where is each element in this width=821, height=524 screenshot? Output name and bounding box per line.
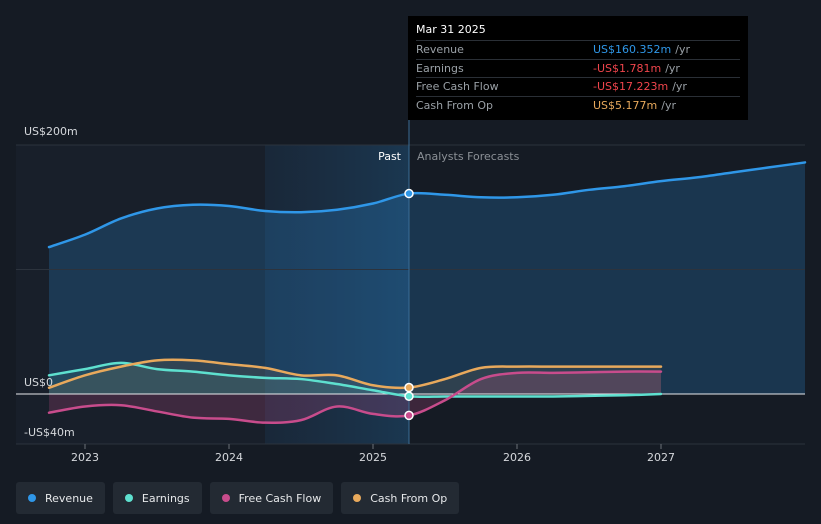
forecast-label: Analysts Forecasts	[417, 150, 520, 163]
tooltip: Mar 31 2025 Revenue US$160.352m /yr Earn…	[408, 16, 748, 120]
y-label-bottom: -US$40m	[24, 426, 75, 439]
legend-item-cash-from-op[interactable]: Cash From Op	[341, 482, 460, 514]
legend-dot-icon	[221, 494, 230, 502]
free-cash-flow-marker	[404, 410, 414, 421]
tooltip-label: Cash From Op	[416, 98, 494, 112]
revenue-line	[47, 161, 807, 249]
tooltip-unit: /yr	[672, 80, 687, 94]
tooltip-row-free-cash-flow: Free Cash Flow -US$17.223m /yr	[416, 77, 740, 96]
tooltip-value: -US$17.223m	[593, 80, 669, 94]
x-tick-label: 2025	[359, 451, 387, 464]
y-label-zero: US$0	[24, 376, 53, 389]
revenue-area	[49, 162, 805, 394]
x-tick-label: 2023	[71, 451, 99, 464]
tooltip-label: Revenue	[416, 43, 464, 57]
earnings-marker	[404, 391, 414, 401]
tooltip-value: -US$1.781m	[593, 61, 662, 75]
x-tick-label: 2027	[647, 451, 675, 464]
revenue-marker	[404, 188, 414, 199]
tooltip-row-earnings: Earnings -US$1.781m /yr	[416, 58, 740, 78]
tooltip-unit: /yr	[675, 43, 690, 57]
legend-item-revenue[interactable]: Revenue	[16, 482, 105, 514]
tooltip-label: Earnings	[416, 61, 464, 75]
earnings-line	[47, 361, 663, 399]
cash-from-op-marker	[404, 382, 414, 393]
tooltip-unit: /yr	[665, 61, 680, 75]
legend-item-free-cash-flow[interactable]: Free Cash Flow	[209, 482, 334, 514]
legend-label: Free Cash Flow	[238, 491, 322, 505]
legend-item-earnings[interactable]: Earnings	[112, 482, 202, 514]
legend-dot-icon	[124, 494, 133, 502]
tooltip-value: US$5.177m	[593, 98, 658, 112]
tooltip-label: Free Cash Flow	[416, 80, 499, 94]
legend: Revenue Earnings Free Cash Flow Cash Fro…	[16, 482, 460, 514]
cash-from-op-area	[49, 359, 661, 394]
free-cash-flow-line	[47, 370, 663, 424]
x-tick-label: 2026	[503, 451, 531, 464]
legend-label: Earnings	[141, 491, 190, 505]
past-label: Past	[378, 150, 402, 163]
tooltip-unit: /yr	[661, 98, 676, 112]
y-label-top: US$200m	[24, 125, 78, 138]
cash-from-op-line	[47, 358, 663, 390]
earnings-area	[49, 362, 661, 397]
tooltip-row-cash-from-op: Cash From Op US$5.177m /yr	[416, 95, 740, 115]
legend-label: Cash From Op	[370, 491, 448, 505]
legend-dot-icon	[28, 494, 36, 502]
tooltip-date: Mar 31 2025	[416, 23, 486, 36]
tooltip-row-revenue: Revenue US$160.352m /yr	[416, 40, 740, 59]
free-cash-flow-area	[49, 371, 661, 423]
x-tick-label: 2024	[215, 451, 243, 464]
legend-label: Revenue	[45, 491, 93, 505]
legend-dot-icon	[353, 494, 362, 502]
tooltip-value: US$160.352m	[593, 43, 672, 57]
